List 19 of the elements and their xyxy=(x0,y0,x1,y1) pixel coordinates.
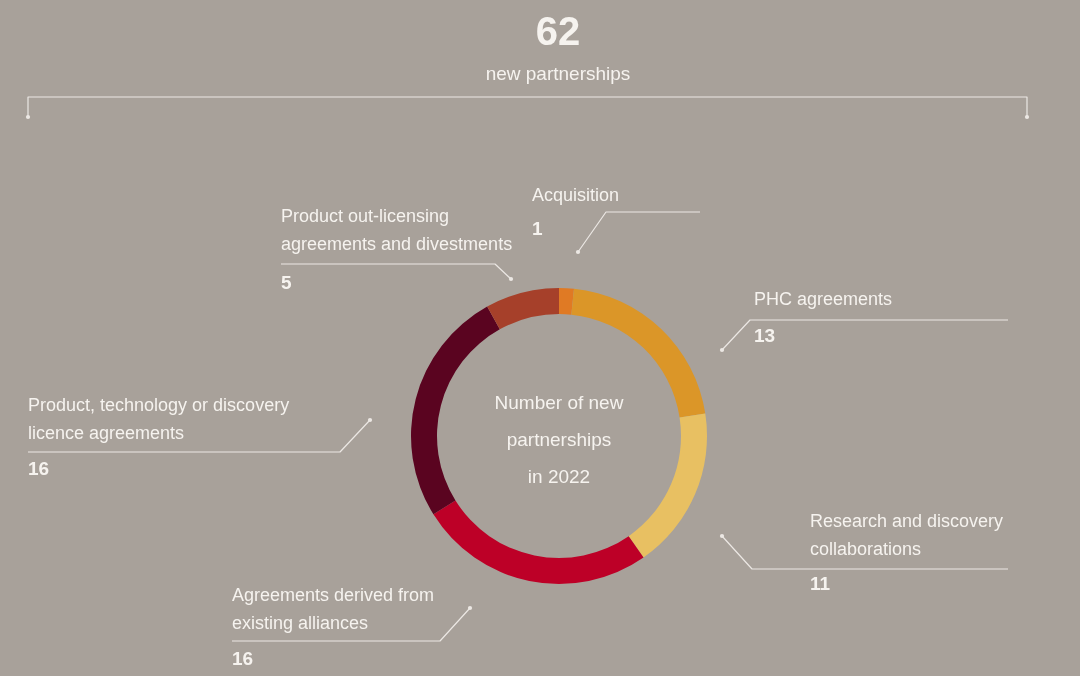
data-label: 11 xyxy=(810,573,831,594)
chart-subtitle: new partnerships xyxy=(485,63,631,84)
slice-label: Acquisition xyxy=(532,185,620,205)
slice-label: Product out-licensing agreements and divestments xyxy=(281,206,513,254)
data-label: 13 xyxy=(754,325,776,346)
donut-slice xyxy=(433,500,644,584)
data-label: 16 xyxy=(232,648,254,669)
data-label: 16 xyxy=(28,458,50,479)
donut-slice xyxy=(628,413,707,558)
data-label: 1 xyxy=(532,218,543,239)
donut-slice xyxy=(559,288,574,315)
slice-label: Product, technology or discovery licence agreements xyxy=(28,395,290,443)
slice-label: PHC agreements xyxy=(754,289,893,309)
slice-label: Research and discovery collaborations xyxy=(810,511,1004,559)
data-label: 5 xyxy=(281,272,292,293)
text: Number of new partnerships in 2022 xyxy=(494,392,624,487)
slice-label: Agreements derived from existing alliances xyxy=(232,585,435,633)
donut-slice xyxy=(487,288,559,330)
chart-title: 62 xyxy=(535,9,581,53)
